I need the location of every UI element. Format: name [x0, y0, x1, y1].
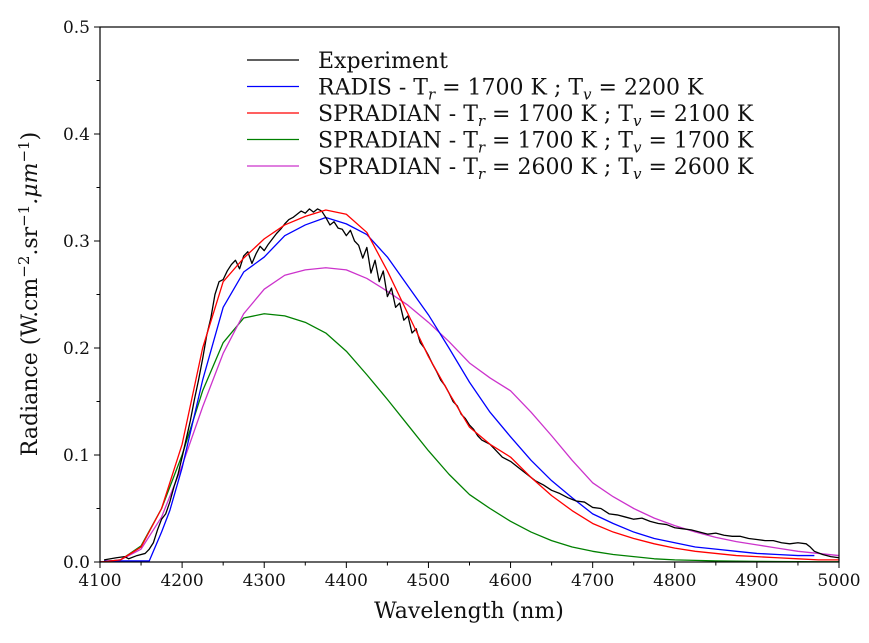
y-axis-label-mid2: .μm — [18, 163, 43, 205]
x-tick-label: 4300 — [243, 571, 286, 591]
legend-item: RADIS - Tr = 1700 K ; Tv = 2200 K — [247, 76, 704, 104]
legend-label: RADIS - Tr = 1700 K ; Tv = 2200 K — [318, 76, 704, 104]
x-tick-label: 5000 — [817, 571, 860, 591]
series-layer — [99, 208, 840, 563]
legend-label: Experiment — [318, 49, 448, 74]
legend-item: SPRADIAN - Tr = 1700 K ; Tv = 1700 K — [247, 129, 754, 157]
series-line-spradian-tr-1700-k-tv-2100-k — [99, 209, 839, 563]
x-tick-label: 4800 — [653, 571, 696, 591]
x-tick-label: 4700 — [571, 571, 614, 591]
y-axis-label: Radiance (W.cm−2.sr−1.μm−1) — [15, 132, 43, 456]
legend-label: SPRADIAN - Tr = 1700 K ; Tv = 2100 K — [318, 102, 754, 130]
y-tick-label: 0.4 — [63, 125, 90, 145]
x-tick-label: 4100 — [78, 571, 121, 591]
legend-label: SPRADIAN - Tr = 1700 K ; Tv = 1700 K — [318, 129, 754, 157]
x-axis-label: Wavelength (nm) — [374, 599, 564, 624]
y-tick-label: 0.1 — [63, 446, 90, 466]
y-axis: 0.0 0.1 0.2 0.3 0.4 0.5 — [63, 18, 100, 573]
series-line-spradian-tr-2600-k-tv-2600-k — [99, 267, 840, 563]
series-line-radis-tr-1700-k-tv-2200-k — [104, 216, 815, 562]
x-tick-label: 4400 — [325, 571, 368, 591]
legend-item: SPRADIAN - Tr = 2600 K ; Tv = 2600 K — [247, 155, 754, 183]
x-tick-label: 4200 — [160, 571, 203, 591]
y-axis-label-mid: .sr — [18, 226, 43, 255]
y-axis-label-sup2: −1 — [15, 205, 33, 227]
series-line-experiment — [103, 208, 840, 561]
x-axis: 4100 4200 4300 4400 4500 4600 4700 4800 4900 5000 — [78, 562, 861, 591]
y-axis-label-base: Radiance (W.cm — [18, 278, 43, 457]
y-axis-label-sup3: −1 — [15, 140, 33, 162]
x-tick-label: 4500 — [407, 571, 450, 591]
y-axis-label-sup1: −2 — [15, 256, 33, 278]
y-tick-label: 0.2 — [63, 339, 90, 359]
series-line-spradian-tr-1700-k-tv-1700-k — [99, 313, 839, 563]
legend-label: SPRADIAN - Tr = 2600 K ; Tv = 2600 K — [318, 155, 754, 183]
y-tick-label: 0.5 — [63, 18, 90, 38]
y-tick-label: 0.0 — [63, 553, 90, 573]
y-tick-label: 0.3 — [63, 232, 90, 252]
legend-item: SPRADIAN - Tr = 1700 K ; Tv = 2100 K — [247, 102, 754, 130]
x-tick-label: 4600 — [489, 571, 532, 591]
legend-item: Experiment — [247, 49, 448, 74]
y-axis-label-end: ) — [18, 132, 43, 141]
x-tick-label: 4900 — [735, 571, 778, 591]
